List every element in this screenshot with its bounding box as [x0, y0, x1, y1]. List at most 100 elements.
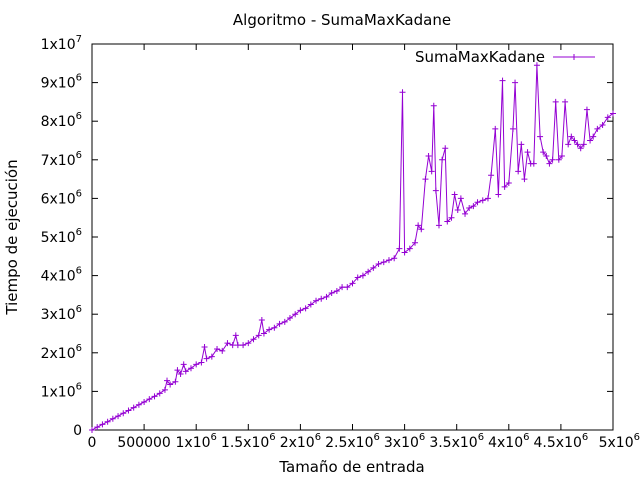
data-point: [375, 261, 382, 268]
data-point: [599, 122, 606, 129]
y-tick-label: 1x106: [41, 381, 82, 400]
y-tick-label: 8x106: [41, 111, 82, 130]
data-point: [258, 316, 265, 323]
data-point: [201, 344, 208, 351]
data-point: [182, 368, 189, 375]
legend-marker: [571, 54, 577, 60]
data-point: [512, 79, 519, 86]
x-tick-label: 5x106: [599, 432, 640, 451]
x-tick-label: 1x106: [176, 432, 217, 451]
data-point: [359, 272, 366, 279]
data-point: [161, 386, 168, 393]
y-axis-title: Tiempo de ejecución: [3, 159, 21, 315]
data-point: [492, 125, 499, 132]
data-point: [577, 145, 584, 152]
data-point: [415, 222, 422, 229]
data-point: [109, 415, 116, 422]
data-point: [537, 133, 544, 140]
x-tick-label: 3.5x106: [429, 432, 484, 451]
y-tick-label: 2x106: [41, 343, 82, 362]
data-point: [462, 210, 469, 217]
x-tick-label: 4x106: [488, 432, 529, 451]
data-point: [193, 361, 200, 368]
data-point: [530, 160, 537, 167]
data-point: [406, 245, 413, 252]
data-point: [399, 89, 406, 96]
data-point: [177, 371, 184, 378]
data-point: [344, 284, 351, 291]
data-point: [125, 407, 132, 414]
data-point: [302, 305, 309, 312]
x-tick-label: 500000: [117, 435, 170, 451]
y-tick-label: 6x106: [41, 188, 82, 207]
x-axis: 0 500000 1x106 1.5x106 2x106 2.5x106 3x106 3.5x…: [88, 44, 640, 451]
data-point: [354, 274, 361, 281]
data-point: [380, 259, 387, 266]
data-point: [396, 245, 403, 252]
data-point: [505, 179, 512, 186]
data-point: [474, 199, 481, 206]
data-point: [286, 315, 293, 322]
data-point: [499, 77, 506, 84]
data-point: [488, 172, 495, 179]
data-point: [479, 197, 486, 204]
data-point: [470, 203, 477, 210]
data-point: [552, 98, 559, 105]
x-tick-label: 1.5x106: [221, 432, 276, 451]
data-point: [328, 289, 335, 296]
data-point: [187, 365, 194, 372]
series-line: [91, 65, 614, 431]
data-point: [135, 401, 142, 408]
data-point: [313, 297, 320, 304]
data-point: [266, 326, 273, 333]
data-point: [518, 141, 525, 148]
data-point: [442, 145, 449, 152]
data-point: [219, 347, 226, 354]
data-point: [281, 318, 288, 325]
legend: SumaMaxKadane: [415, 48, 595, 66]
data-point: [571, 137, 578, 144]
data-point: [515, 168, 522, 175]
data-point: [385, 257, 392, 264]
data-point: [546, 160, 553, 167]
data-point: [543, 152, 550, 159]
y-tick-label: 9x106: [41, 73, 82, 92]
x-axis-title: Tamaño de entrada: [278, 458, 424, 476]
series-group: [89, 62, 616, 433]
data-point: [565, 141, 572, 148]
data-point: [307, 301, 314, 308]
x-tick-label: 0: [88, 435, 97, 451]
data-point: [425, 152, 432, 159]
data-point: [574, 141, 581, 148]
data-point: [208, 353, 215, 360]
data-point: [120, 410, 127, 417]
data-point: [610, 110, 616, 117]
data-point: [430, 102, 437, 109]
data-point: [276, 320, 283, 327]
y-tick-label: 4x106: [41, 266, 82, 285]
data-point: [180, 361, 187, 368]
data-point: [540, 149, 547, 156]
data-point: [198, 359, 205, 366]
data-point: [214, 345, 221, 352]
data-point: [412, 239, 419, 246]
data-point: [292, 311, 299, 318]
data-point: [89, 427, 95, 433]
data-point: [229, 342, 236, 349]
data-point: [457, 195, 464, 202]
data-point: [549, 156, 556, 163]
data-point: [524, 149, 531, 156]
data-point: [432, 187, 439, 194]
data-point: [583, 106, 590, 113]
y-axis: 0 1x106 2x106 3x106 4x106 5x106 6x106 7x106 8x10…: [41, 34, 613, 439]
chart-title: Algoritmo - SumaMaxKadane: [233, 11, 451, 29]
data-point: [428, 168, 435, 175]
data-point: [533, 62, 540, 69]
y-tick-label: 5x106: [41, 227, 82, 246]
data-point: [370, 264, 377, 271]
x-tick-label: 2.5x106: [325, 432, 380, 451]
data-point: [558, 152, 565, 159]
data-point: [568, 133, 575, 140]
